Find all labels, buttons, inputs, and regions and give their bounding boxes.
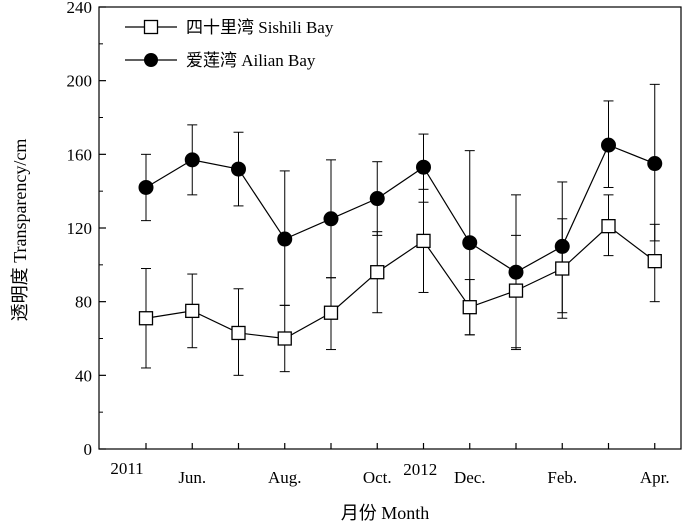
series-line-2 [145,144,655,273]
legend-marker-circle [144,53,158,67]
data-point-circle [184,152,200,168]
x-tick-label: Apr. [640,468,670,487]
data-point-circle [369,191,385,207]
data-point-circle [647,156,663,172]
data-point-circle [416,159,431,175]
data-point-circle [601,137,616,153]
legend: 四十里湾 Sishili Bay 爱莲湾 Ailian Bay [125,18,334,70]
y-axis-label: 透明度 Transparency/cm [10,139,30,322]
series-lines [145,144,656,340]
data-point-square [277,331,292,346]
axes: 0 40 80 120 160 200 240 Jun. Aug. Oct. Dec. Feb. Apr… [10,0,682,523]
data-point-square [601,219,616,234]
data-point-circle [138,179,154,195]
data-point-circle [323,211,339,227]
x-tick-label: Dec. [454,468,486,487]
data-point-square [555,261,570,276]
data-point-square [185,303,200,319]
data-point-square [508,283,524,298]
data-point-square [416,233,431,249]
y-tick-label: 200 [67,72,93,91]
x-tick-label: Oct. [363,468,392,487]
data-point-square [647,253,662,269]
data-point-circle [231,161,246,177]
y-tick-label: 80 [75,293,92,312]
data-point-square [323,305,339,320]
x-tick-label: Aug. [268,468,302,487]
data-point-circle [462,235,478,251]
year-label: 2012 [403,460,437,479]
y-tick-label: 0 [84,440,93,459]
y-tick-label: 160 [67,145,93,164]
data-point-circle [277,231,293,247]
y-tick-label: 120 [67,219,93,238]
data-point-circle [508,264,524,280]
x-tick-label: Jun. [178,468,206,487]
series-line-1 [145,225,656,340]
x-axis-label: 月份 Month [341,503,430,523]
legend-label: 爱莲湾 Ailian Bay [186,51,316,70]
error-bars [141,83,660,376]
legend-label: 四十里湾 Sishili Bay [186,18,334,37]
data-point-square [231,325,246,341]
data-point-square [370,265,385,280]
y-tick-label: 240 [67,0,93,17]
x-tick-label: Feb. [547,468,577,487]
y-tick-label: 40 [75,366,92,385]
legend-marker-square [143,19,159,35]
series-markers [138,137,663,346]
plot-frame [98,6,682,450]
year-label: 2011 [110,459,143,478]
data-point-circle [554,238,570,254]
data-point-square [138,311,154,326]
data-point-square [462,300,477,315]
